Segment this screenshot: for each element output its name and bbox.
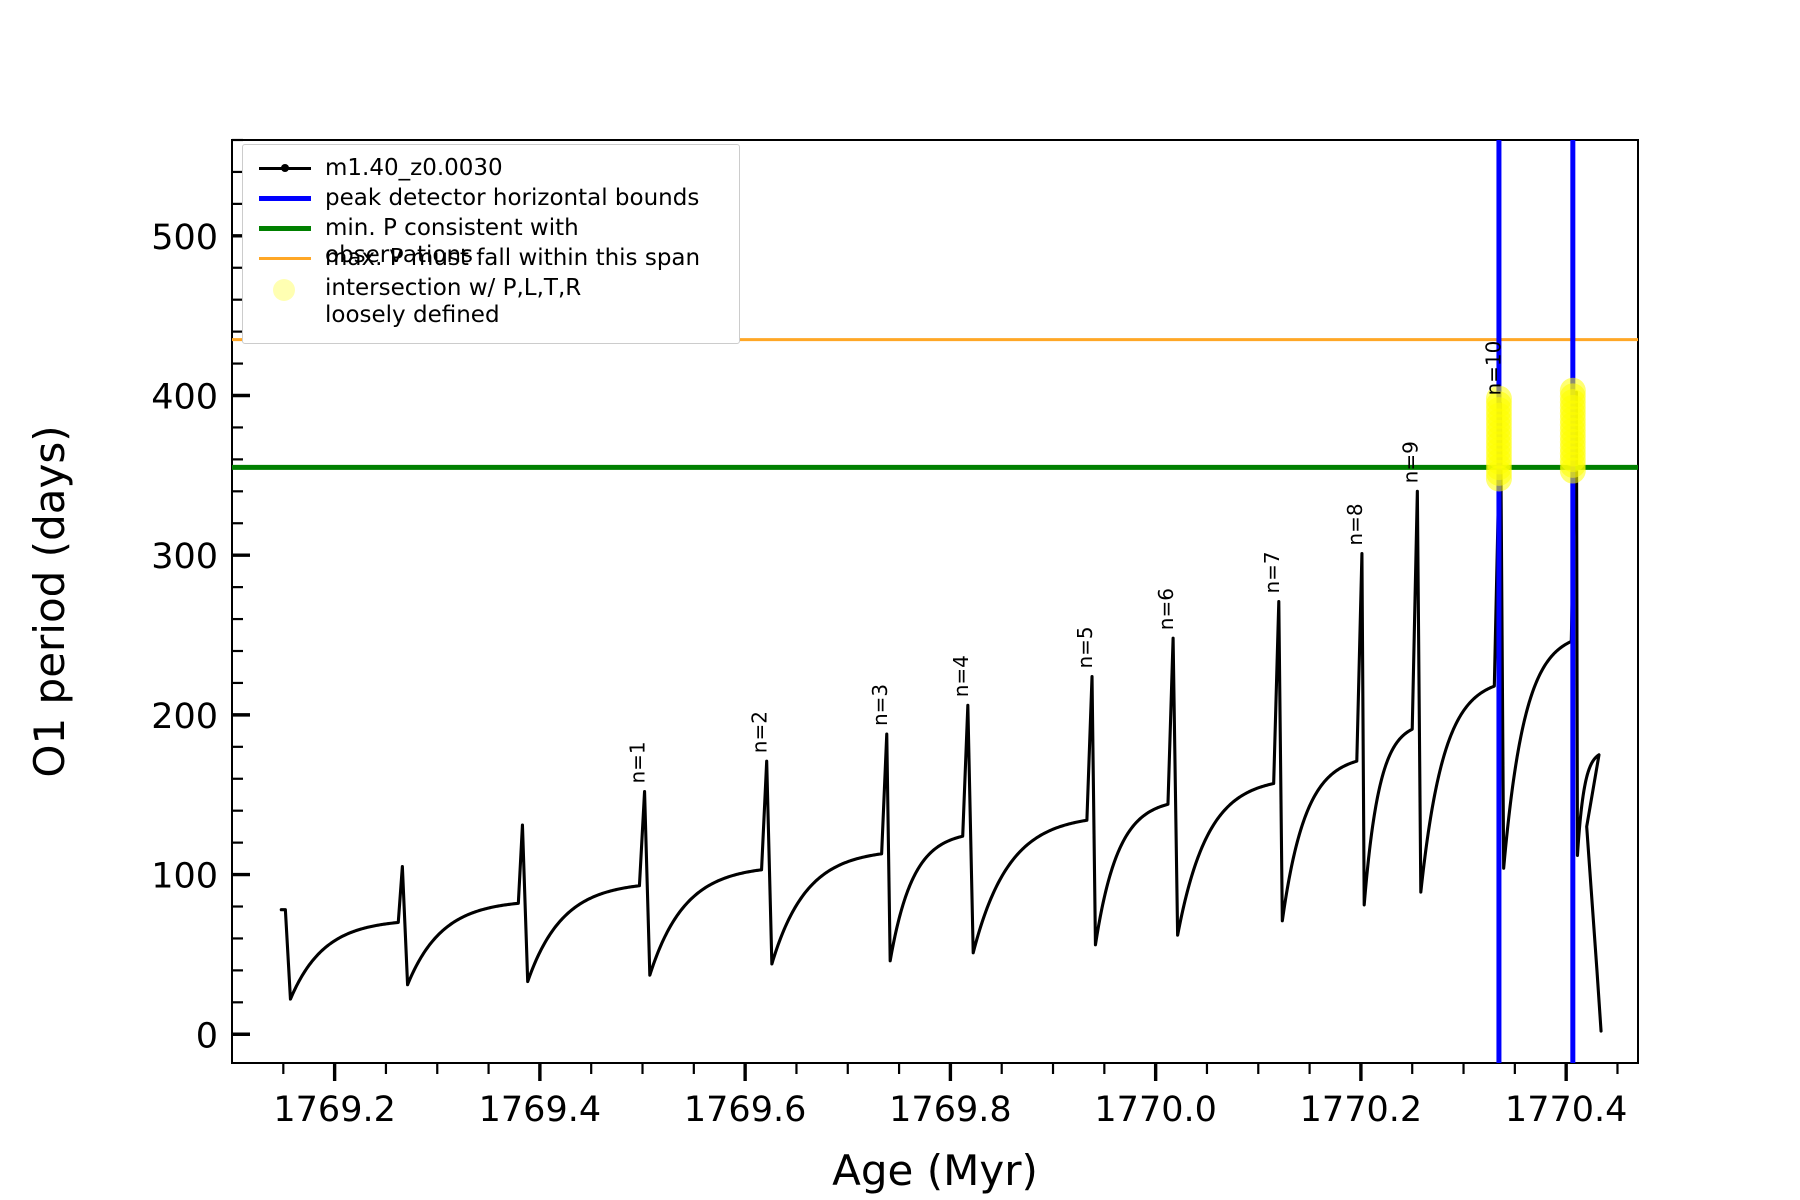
peak-annotation: n=3 — [868, 684, 892, 726]
legend-entry-3: min. P consistent with observations — [257, 215, 725, 268]
peak-annotation: n=1 — [626, 741, 650, 783]
legend-blob-icon — [257, 275, 313, 301]
y-axis-label: O1 period (days) — [25, 425, 74, 777]
legend-label: min. P consistent with observations — [325, 215, 579, 268]
legend-label: m1.40_z0.0030 — [325, 155, 503, 181]
legend-line-icon — [257, 185, 313, 211]
y-tick-label: 200 — [151, 697, 218, 737]
yellow-blob-icon — [273, 279, 295, 301]
peak-annotation: n=2 — [748, 711, 772, 753]
x-tick-label: 1769.6 — [684, 1090, 806, 1130]
plot-frame — [231, 139, 1639, 1064]
y-tick-label: 100 — [151, 857, 218, 897]
peak-annotation: n=10 — [1481, 341, 1505, 396]
peak-annotation: n=7 — [1260, 551, 1284, 593]
x-tick-label: 1770.2 — [1300, 1090, 1422, 1130]
peak-annotation: n=8 — [1343, 503, 1367, 545]
x-tick-label: 1769.4 — [479, 1090, 601, 1130]
x-tick-label: 1770.4 — [1505, 1090, 1627, 1130]
x-axis-label: Age (Myr) — [832, 1146, 1038, 1195]
legend-line-swatch — [259, 226, 311, 231]
legend-entry-4: max. P must fall within this span — [257, 245, 725, 275]
legend-line-swatch — [259, 196, 311, 201]
legend-line-icon — [257, 245, 313, 271]
data-series-line — [279, 390, 1603, 1033]
legend-label: peak detector horizontal bounds — [325, 185, 700, 211]
legend-dot-marker-icon — [281, 164, 289, 172]
peak-annotation: n=4 — [949, 655, 973, 697]
legend-label: max. P must fall within this span — [325, 245, 701, 271]
y-tick-label: 500 — [151, 218, 218, 258]
peak-annotation: n=9 — [1398, 441, 1422, 483]
legend-line-icon — [257, 215, 313, 241]
x-tick-label: 1769.2 — [273, 1090, 395, 1130]
legend-entry-5: intersection w/ P,L,T,R loosely defined — [257, 275, 725, 331]
legend-entry-2: peak detector horizontal bounds — [257, 185, 725, 215]
x-tick-label: 1770.0 — [1094, 1090, 1216, 1130]
legend-entry-1: m1.40_z0.0030 — [257, 155, 725, 185]
highlight-marker-cluster-2 — [1559, 457, 1586, 484]
legend-line-icon — [257, 155, 313, 181]
x-tick-label: 1769.8 — [889, 1090, 1011, 1130]
legend-label: intersection w/ P,L,T,R loosely defined — [325, 275, 582, 328]
legend-line-swatch — [259, 257, 311, 260]
peak-annotation: n=6 — [1154, 588, 1178, 630]
peak-annotation: n=5 — [1073, 626, 1097, 668]
highlight-marker-cluster-1 — [1485, 465, 1512, 492]
y-tick-label: 400 — [151, 378, 218, 418]
y-tick-label: 300 — [151, 537, 218, 577]
y-tick-label: 0 — [196, 1016, 218, 1056]
